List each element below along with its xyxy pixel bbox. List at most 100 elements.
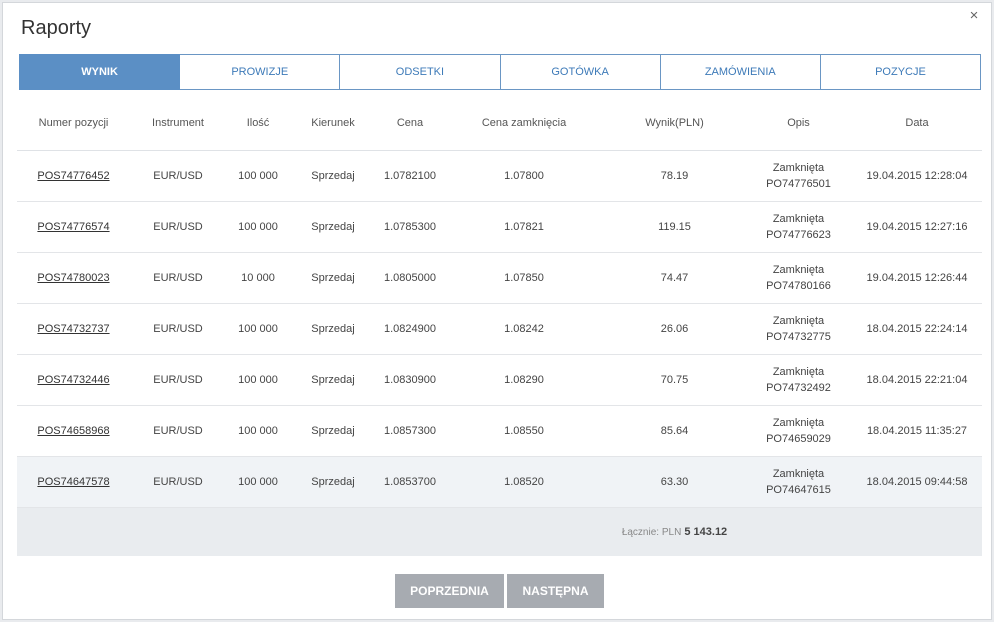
table-header-row: Numer pozycji Instrument Ilość Kierunek …: [17, 95, 982, 151]
instrument-cell: EUR/USD: [130, 303, 226, 355]
description-status: Zamknięta: [772, 417, 825, 429]
price-cell: 1.0805000: [376, 252, 444, 304]
description-status: Zamknięta: [772, 315, 825, 327]
modal-title: Raporty: [21, 17, 92, 39]
quantity-cell: 100 000: [226, 150, 290, 202]
description-order: PO74659029: [766, 433, 831, 445]
total-label: Łącznie: PLN: [621, 526, 682, 538]
close-price-cell: 1.08520: [444, 456, 604, 508]
direction-cell: Sprzedaj: [290, 201, 376, 253]
previous-button[interactable]: POPRZEDNIA: [395, 574, 504, 608]
table-row: POS74732737 EUR/USD 100 000 Sprzedaj 1.0…: [17, 303, 982, 355]
close-price-cell: 1.08242: [444, 303, 604, 355]
result-cell: 70.75: [604, 354, 745, 406]
direction-cell: Sprzedaj: [290, 150, 376, 202]
position-link[interactable]: POS74776452: [37, 170, 110, 182]
close-price-cell: 1.07821: [444, 201, 604, 253]
position-cell: POS74732446: [17, 354, 130, 406]
position-cell: POS74732737: [17, 303, 130, 355]
description-cell: Zamknięta PO74780166: [745, 252, 852, 304]
instrument-cell: EUR/USD: [130, 405, 226, 457]
description-status: Zamknięta: [772, 468, 825, 480]
tab-gotowka[interactable]: GOTÓWKA: [500, 54, 661, 90]
description-order: PO74776501: [766, 178, 831, 190]
position-cell: POS74776574: [17, 201, 130, 253]
position-link[interactable]: POS74780023: [37, 272, 110, 284]
position-link[interactable]: POS74658968: [37, 425, 110, 437]
quantity-cell: 100 000: [226, 354, 290, 406]
date-cell: 19.04.2015 12:28:04: [852, 150, 982, 202]
table-row: POS74732446 EUR/USD 100 000 Sprzedaj 1.0…: [17, 354, 982, 406]
direction-cell: Sprzedaj: [290, 405, 376, 457]
close-price-cell: 1.08290: [444, 354, 604, 406]
quantity-cell: 10 000: [226, 252, 290, 304]
description-cell: Zamknięta PO74732775: [745, 303, 852, 355]
tab-pozycje[interactable]: POZYCJE: [820, 54, 982, 90]
total-cell: Łącznie: PLN 5 143.12: [604, 507, 745, 556]
description-cell: Zamknięta PO74647615: [745, 456, 852, 508]
col-header-date[interactable]: Data: [852, 95, 982, 151]
close-icon[interactable]: ×: [969, 7, 979, 24]
description-status: Zamknięta: [772, 162, 825, 174]
result-cell: 74.47: [604, 252, 745, 304]
tab-prowizje[interactable]: PROWIZJE: [180, 54, 341, 90]
date-cell: 18.04.2015 22:24:14: [852, 303, 982, 355]
col-header-price[interactable]: Cena: [376, 95, 444, 151]
tab-wynik[interactable]: WYNIK: [19, 54, 181, 90]
direction-cell: Sprzedaj: [290, 303, 376, 355]
instrument-cell: EUR/USD: [130, 354, 226, 406]
description-order: PO74732492: [766, 382, 831, 394]
table-row: POS74776574 EUR/USD 100 000 Sprzedaj 1.0…: [17, 201, 982, 253]
close-price-cell: 1.07800: [444, 150, 604, 202]
position-cell: POS74776452: [17, 150, 130, 202]
col-header-instrument[interactable]: Instrument: [130, 95, 226, 151]
table-row: POS74658968 EUR/USD 100 000 Sprzedaj 1.0…: [17, 405, 982, 457]
quantity-cell: 100 000: [226, 456, 290, 508]
total-row: Łącznie: PLN 5 143.12: [17, 507, 982, 556]
col-header-position[interactable]: Numer pozycji: [17, 95, 130, 151]
result-cell: 63.30: [604, 456, 745, 508]
tab-odsetki[interactable]: ODSETKI: [340, 54, 501, 90]
description-cell: Zamknięta PO74776623: [745, 201, 852, 253]
direction-cell: Sprzedaj: [290, 456, 376, 508]
direction-cell: Sprzedaj: [290, 354, 376, 406]
results-table: Numer pozycji Instrument Ilość Kierunek …: [17, 95, 982, 556]
position-cell: POS74647578: [17, 456, 130, 508]
date-cell: 18.04.2015 09:44:58: [852, 456, 982, 508]
quantity-cell: 100 000: [226, 303, 290, 355]
description-order: PO74732775: [766, 331, 831, 343]
result-cell: 78.19: [604, 150, 745, 202]
instrument-cell: EUR/USD: [130, 150, 226, 202]
position-link[interactable]: POS74776574: [37, 221, 110, 233]
description-cell: Zamknięta PO74659029: [745, 405, 852, 457]
position-link[interactable]: POS74732737: [37, 323, 110, 335]
instrument-cell: EUR/USD: [130, 201, 226, 253]
col-header-close-price[interactable]: Cena zamknięcia: [444, 95, 604, 151]
next-button[interactable]: NASTĘPNA: [507, 574, 604, 608]
position-link[interactable]: POS74732446: [37, 374, 110, 386]
col-header-direction[interactable]: Kierunek: [290, 95, 376, 151]
col-header-description[interactable]: Opis: [745, 95, 852, 151]
position-cell: POS74658968: [17, 405, 130, 457]
report-tabs: WYNIK PROWIZJE ODSETKI GOTÓWKA ZAMÓWIENI…: [19, 54, 982, 90]
instrument-cell: EUR/USD: [130, 252, 226, 304]
description-cell: Zamknięta PO74776501: [745, 150, 852, 202]
description-order: PO74647615: [766, 484, 831, 496]
col-header-result[interactable]: Wynik(PLN): [604, 95, 745, 151]
price-cell: 1.0857300: [376, 405, 444, 457]
tab-zamowienia[interactable]: ZAMÓWIENIA: [660, 54, 821, 90]
description-order: PO74780166: [766, 280, 831, 292]
result-cell: 85.64: [604, 405, 745, 457]
instrument-cell: EUR/USD: [130, 456, 226, 508]
date-cell: 18.04.2015 11:35:27: [852, 405, 982, 457]
position-cell: POS74780023: [17, 252, 130, 304]
quantity-cell: 100 000: [226, 201, 290, 253]
direction-cell: Sprzedaj: [290, 252, 376, 304]
col-header-quantity[interactable]: Ilość: [226, 95, 290, 151]
description-status: Zamknięta: [772, 213, 825, 225]
price-cell: 1.0785300: [376, 201, 444, 253]
table-row: POS74647578 EUR/USD 100 000 Sprzedaj 1.0…: [17, 456, 982, 508]
position-link[interactable]: POS74647578: [37, 476, 110, 488]
close-price-cell: 1.07850: [444, 252, 604, 304]
total-value: 5 143.12: [684, 525, 728, 538]
